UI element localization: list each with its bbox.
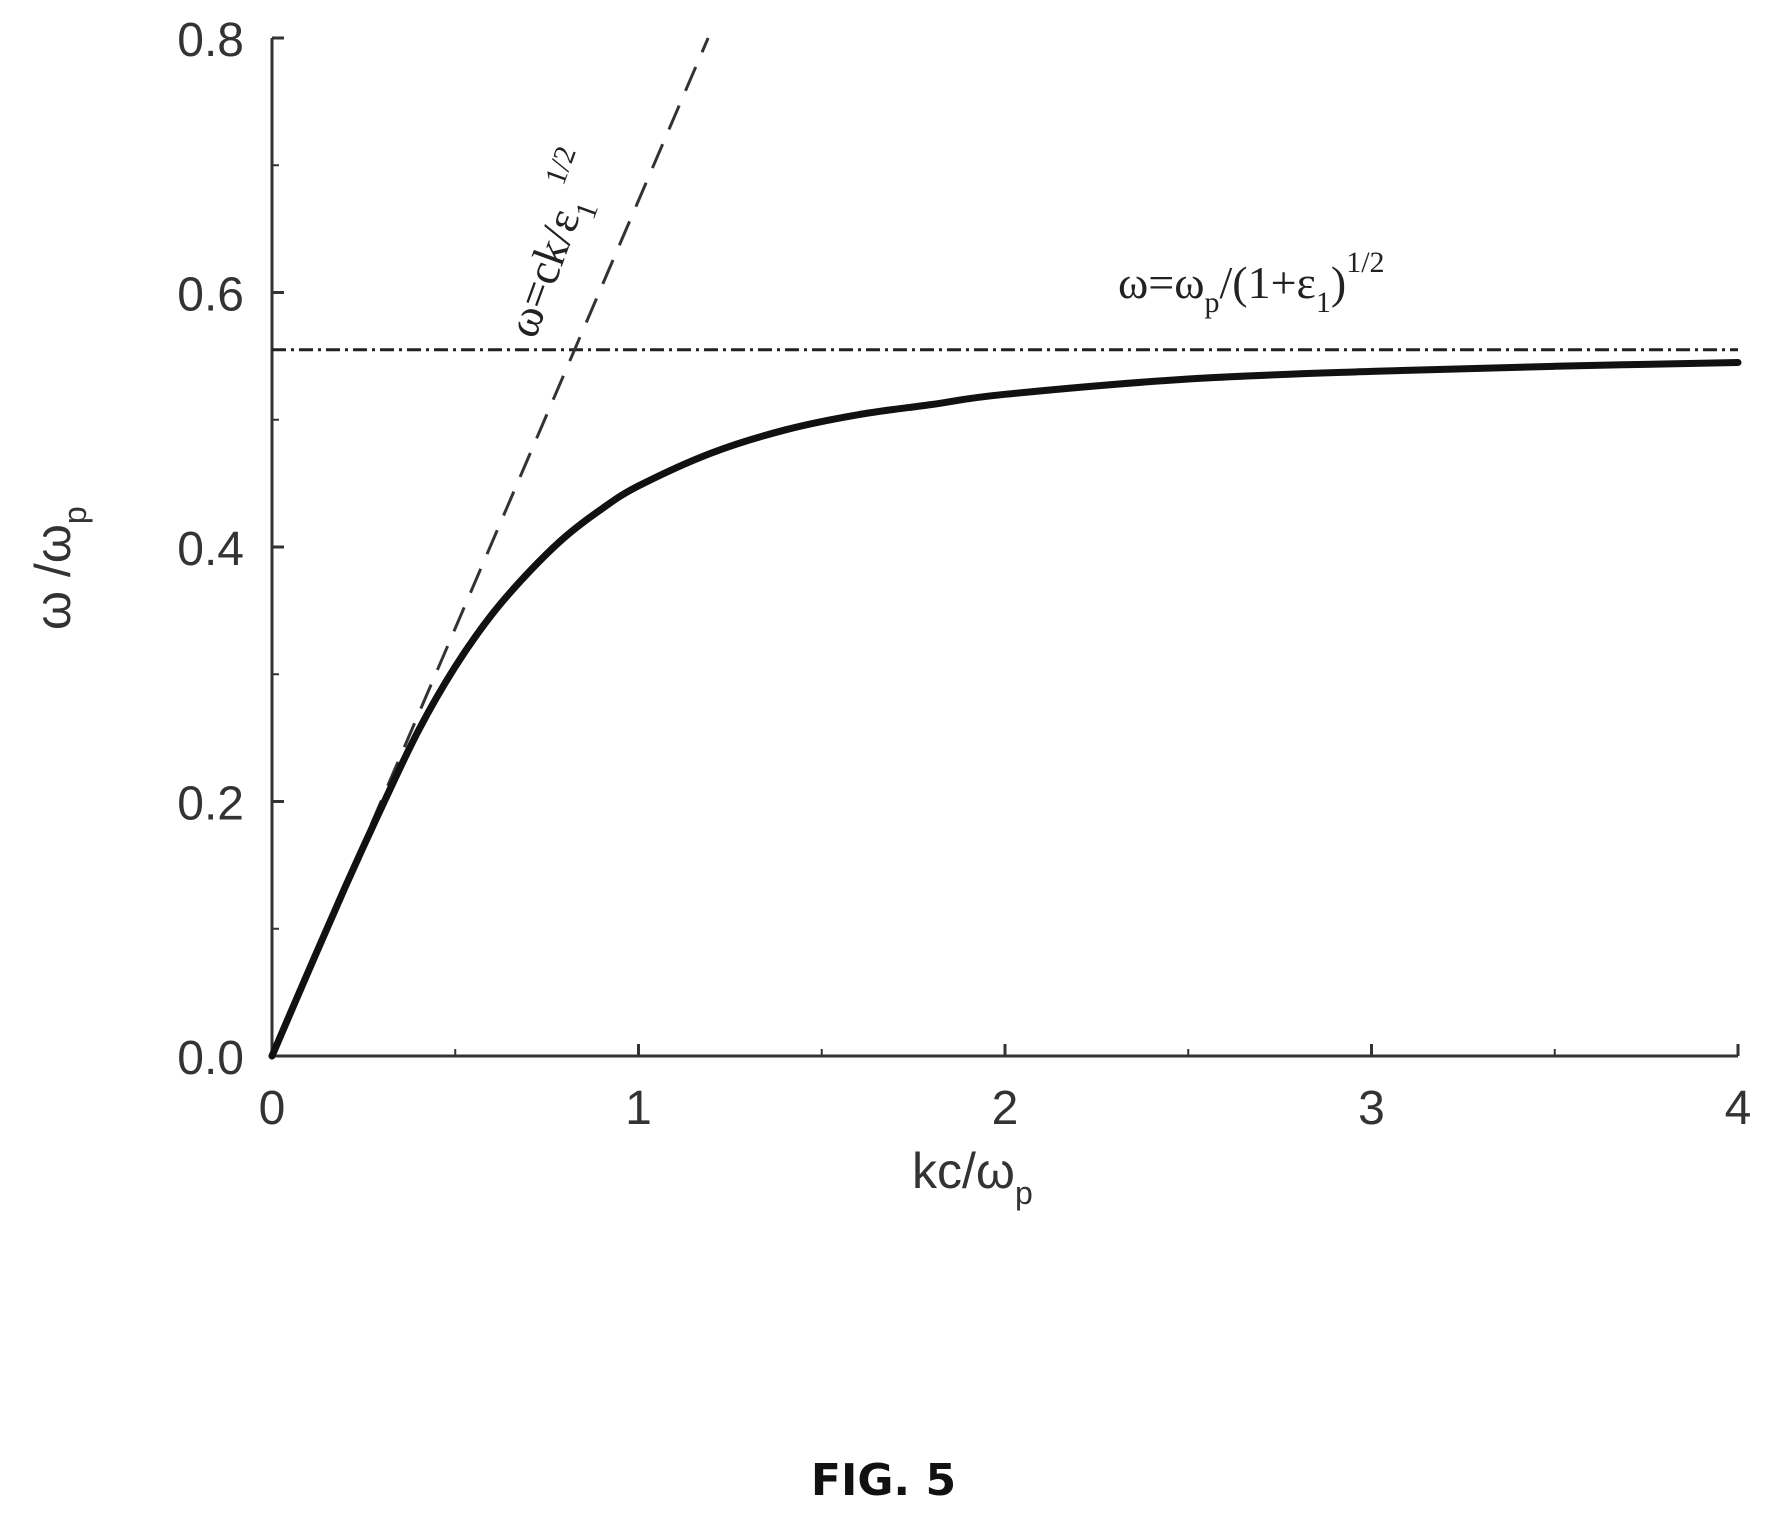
y-tick-label: 0.2 — [177, 778, 244, 831]
dispersion-curve — [268, 358, 1742, 1060]
tick-labels: 0 1 2 3 4 0.0 0.2 0.4 0.6 0.8 — [177, 14, 1751, 1135]
x-tick-label: 0 — [259, 1082, 286, 1135]
x-tick-label: 3 — [1358, 1082, 1385, 1135]
x-tick-label: 4 — [1725, 1082, 1752, 1135]
figure-caption: FIG. 5 — [810, 1455, 957, 1506]
y-axis-label-sub: p — [57, 506, 93, 524]
asymptote-mid: /(1+ε — [1220, 257, 1316, 308]
x-tick-label: 2 — [992, 1082, 1019, 1135]
y-tick-label: 0.6 — [177, 269, 244, 322]
asymptote-lhs: ω=ω — [1118, 257, 1205, 308]
y-axis-label: ω /ωp — [25, 506, 93, 630]
asymptote-sub1: p — [1205, 286, 1220, 319]
x-axis-label-main: kc/ω — [912, 1143, 1015, 1199]
light-line-annotation: ω=ck/ε11/2 — [486, 142, 620, 347]
y-tick-label: 0.0 — [177, 1032, 244, 1085]
tick-marks — [270, 36, 1740, 1058]
x-axis-label: kc/ωp — [912, 1143, 1033, 1211]
light-line-sup: 1/2 — [539, 142, 583, 189]
asymptote-sub2: 1 — [1316, 286, 1331, 319]
asymptote-rhs: ) — [1331, 257, 1346, 308]
x-tick-label: 1 — [625, 1082, 652, 1135]
y-tick-label: 0.4 — [177, 523, 244, 576]
light-line-lhs: ω=ck/ε — [496, 202, 589, 343]
y-axis-label-main: ω /ω — [25, 524, 81, 630]
asymptote-sup: 1/2 — [1346, 246, 1384, 279]
y-tick-label: 0.8 — [177, 14, 244, 67]
x-axis-label-sub: p — [1015, 1175, 1033, 1211]
asymptote-annotation: ω=ωp/(1+ε1)1/2 — [1118, 246, 1385, 319]
